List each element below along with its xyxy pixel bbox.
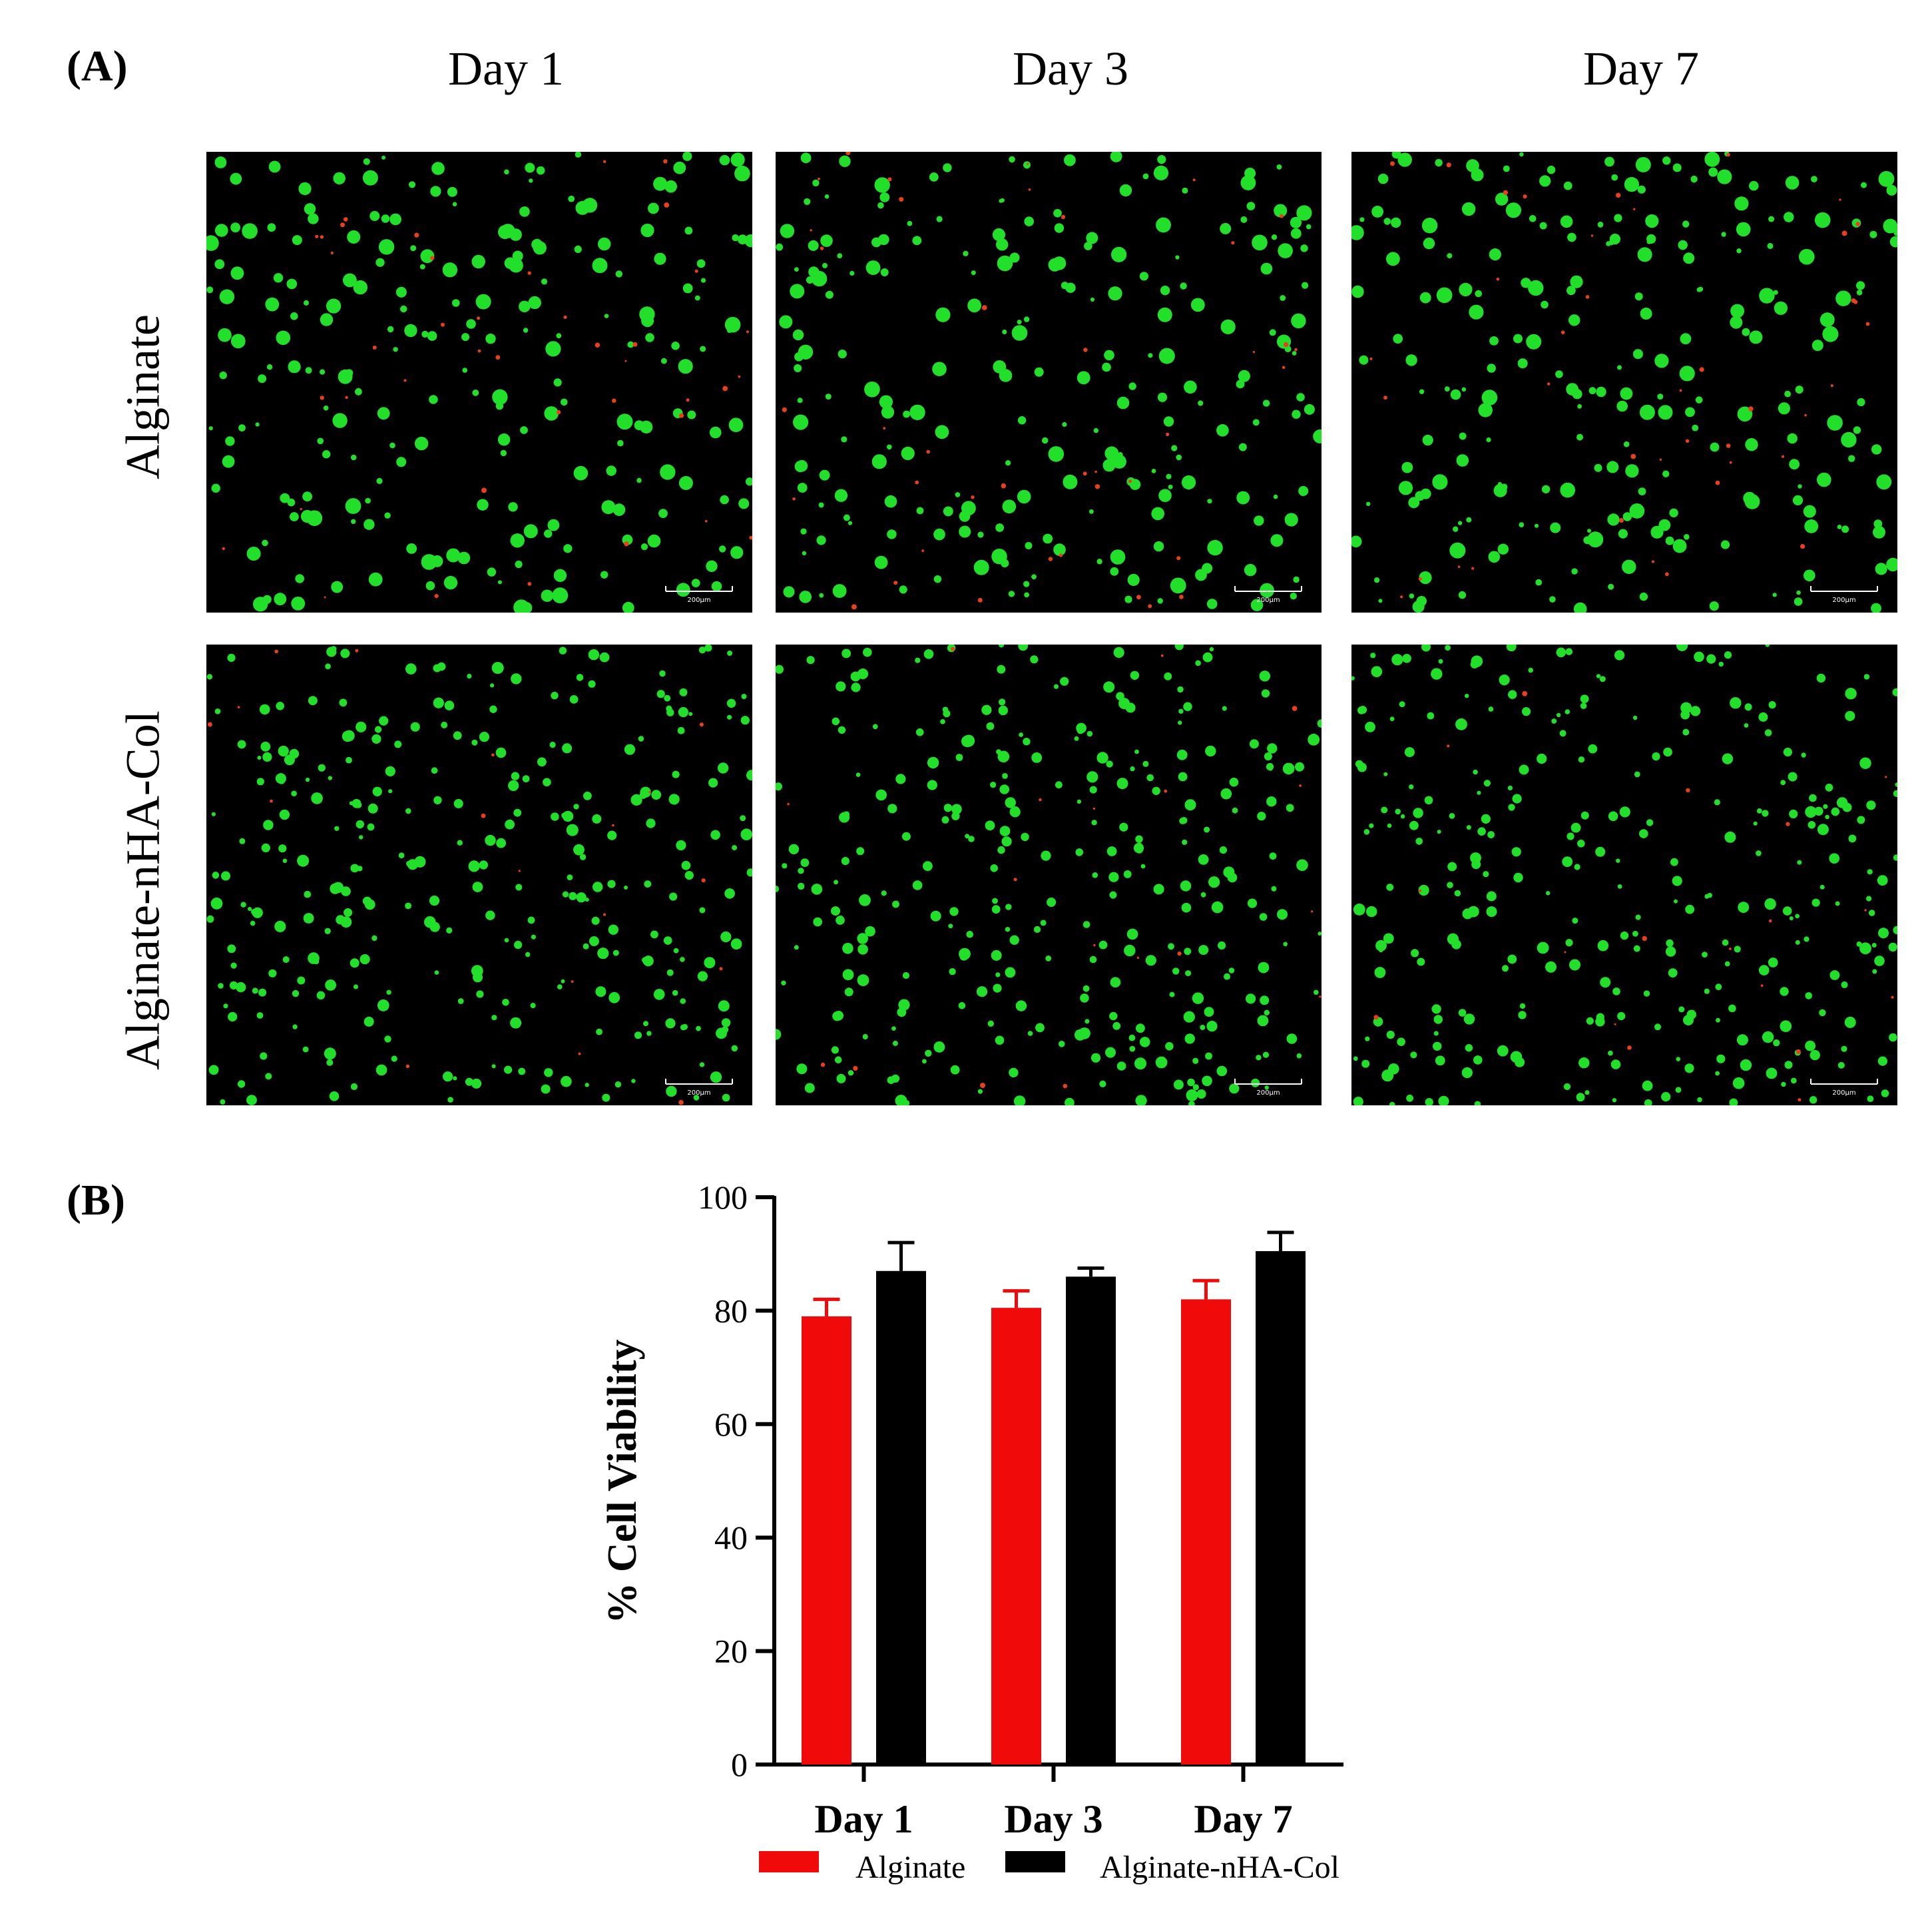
scale-bar-label: 200μm [1832,597,1855,604]
scale-bar-label: 200μm [687,597,710,604]
bar-alginate-day-3 [991,1308,1041,1765]
scale-bar-label: 200μm [1256,597,1280,604]
scale-bar-label: 200μm [687,1089,710,1097]
bar-alginate-nha-col-day-7 [1256,1250,1306,1765]
micrograph-alginate-day-7: 200μm [1351,152,1897,613]
bar-alginate-nha-col-day-1 [876,1270,926,1765]
micrograph-alginate-day-1: 200μm [206,152,752,613]
legend-swatch [759,1851,819,1872]
panel-a-label: (A) [67,42,128,91]
scale-bar-label: 200μm [1832,1089,1855,1097]
y-tick-label: 20 [714,1633,748,1670]
y-tick-label: 0 [731,1746,748,1783]
panel-b-label: (B) [67,1176,125,1225]
y-tick-label: 100 [698,1179,748,1216]
bar-alginate-nha-col-day-3 [1066,1276,1116,1765]
y-tick-label: 80 [714,1292,748,1329]
micrograph-alginate-nha-col-day-3: 200μm [776,645,1322,1105]
legend-swatch [1005,1851,1065,1872]
micrograph-alginate-nha-col-day-7: 200μm [1351,645,1897,1105]
column-label-day-3: Day 3 [1013,42,1128,95]
x-tick-label: Day 3 [1004,1797,1102,1841]
column-label-day-1: Day 1 [448,42,564,95]
x-tick-label: Day 7 [1194,1797,1292,1841]
y-axis-label: % Cell Viability [600,1339,645,1623]
x-tick-label: Day 1 [814,1797,913,1841]
bar-alginate-day-7 [1181,1299,1231,1765]
scale-bar-label: 200μm [1256,1089,1280,1097]
y-tick-label: 60 [714,1406,748,1443]
legend-label: Alginate-nHA-Col [1100,1850,1339,1885]
legend-label: Alginate [855,1850,965,1885]
micrograph-alginate-day-3: 200μm [776,152,1322,613]
y-tick-label: 40 [714,1519,748,1556]
micrograph-alginate-nha-col-day-1: 200μm [206,645,752,1105]
bar-alginate-day-1 [802,1316,851,1765]
column-label-day-7: Day 7 [1583,42,1699,95]
